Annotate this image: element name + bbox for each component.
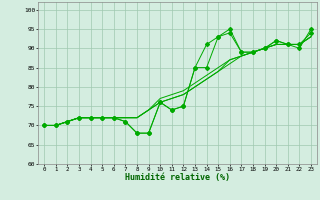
X-axis label: Humidité relative (%): Humidité relative (%) — [125, 173, 230, 182]
